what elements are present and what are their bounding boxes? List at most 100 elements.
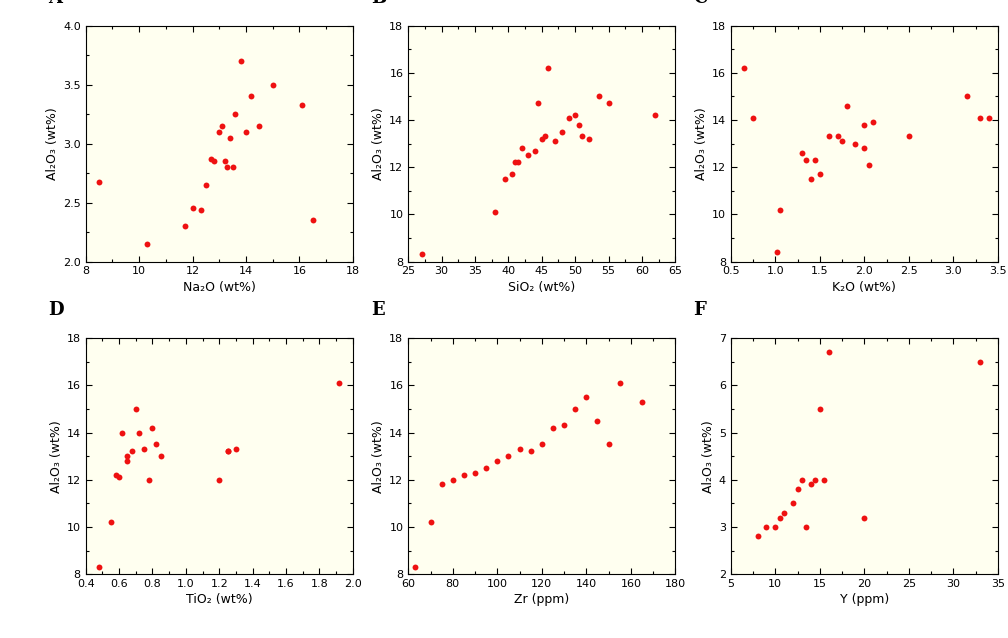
Point: [304, 215, 321, 225]
Text: E: E: [371, 301, 384, 319]
Point: [537, 131, 553, 142]
Point: [222, 133, 238, 143]
Point: [798, 155, 814, 165]
Point: [560, 112, 577, 122]
Point: [634, 397, 650, 407]
Point: [136, 444, 152, 454]
Point: [103, 517, 119, 528]
Point: [972, 357, 988, 367]
Point: [591, 91, 607, 101]
Y-axis label: Al₂O₃ (wt%): Al₂O₃ (wt%): [49, 420, 62, 493]
Y-axis label: Al₂O₃ (wt%): Al₂O₃ (wt%): [695, 107, 708, 180]
Point: [772, 512, 788, 523]
Point: [227, 109, 243, 119]
Point: [802, 479, 818, 489]
Y-axis label: Al₂O₃ (wt%): Al₂O₃ (wt%): [372, 420, 385, 493]
Point: [144, 423, 160, 433]
Point: [510, 158, 526, 168]
Point: [848, 138, 864, 149]
Point: [981, 112, 997, 122]
Point: [856, 143, 872, 153]
Point: [785, 498, 801, 508]
Point: [114, 427, 130, 438]
X-axis label: K₂O (wt%): K₂O (wt%): [833, 281, 896, 293]
Point: [647, 110, 663, 121]
Point: [601, 440, 617, 450]
Point: [251, 121, 267, 131]
Point: [972, 112, 988, 122]
Point: [413, 249, 429, 260]
Point: [811, 404, 828, 414]
Point: [111, 472, 127, 482]
Point: [834, 136, 850, 146]
Point: [497, 174, 513, 184]
Point: [865, 117, 881, 128]
Point: [527, 145, 543, 156]
Point: [568, 110, 584, 121]
Point: [745, 112, 761, 122]
Point: [148, 440, 164, 450]
Point: [553, 126, 570, 137]
Point: [243, 91, 259, 101]
Point: [769, 247, 785, 257]
Point: [219, 162, 235, 172]
Point: [816, 475, 833, 485]
Point: [534, 134, 550, 144]
Point: [108, 470, 124, 480]
Point: [238, 126, 254, 137]
Point: [176, 221, 193, 232]
Point: [794, 475, 810, 485]
Point: [204, 154, 220, 164]
Point: [131, 427, 147, 438]
Point: [579, 392, 595, 403]
Point: [225, 162, 241, 172]
Point: [211, 475, 227, 485]
Point: [128, 404, 144, 414]
Point: [798, 522, 814, 532]
Point: [547, 136, 563, 146]
Point: [821, 347, 837, 357]
Point: [807, 155, 824, 165]
Point: [184, 204, 201, 214]
Point: [119, 456, 135, 466]
Point: [601, 98, 617, 108]
Point: [612, 378, 628, 388]
Point: [794, 148, 810, 158]
X-axis label: TiO₂ (wt%): TiO₂ (wt%): [185, 593, 253, 606]
Point: [500, 451, 516, 461]
X-axis label: Na₂O (wt%): Na₂O (wt%): [182, 281, 256, 293]
Point: [830, 131, 846, 142]
Point: [467, 468, 483, 478]
Point: [522, 447, 538, 457]
Point: [193, 205, 209, 215]
Point: [445, 475, 461, 485]
Y-axis label: Al₂O₃ (wt%): Al₂O₃ (wt%): [702, 420, 715, 493]
Point: [856, 512, 872, 523]
Point: [736, 63, 752, 73]
Point: [821, 131, 837, 142]
Point: [856, 119, 872, 130]
Point: [233, 56, 249, 66]
Point: [91, 562, 107, 572]
Point: [139, 239, 155, 249]
Text: B: B: [371, 0, 386, 6]
Point: [514, 143, 530, 153]
Point: [433, 479, 450, 489]
Text: A: A: [48, 0, 62, 6]
Point: [772, 205, 788, 215]
Point: [214, 121, 230, 131]
Point: [776, 508, 792, 518]
Point: [581, 134, 597, 144]
Point: [264, 79, 280, 89]
Point: [332, 378, 348, 388]
Point: [487, 207, 503, 217]
Point: [217, 156, 233, 167]
Point: [802, 174, 818, 184]
Point: [504, 169, 520, 179]
Point: [807, 475, 824, 485]
Point: [407, 562, 423, 572]
Point: [789, 484, 805, 494]
Point: [228, 444, 244, 454]
Point: [489, 456, 505, 466]
Point: [758, 522, 774, 532]
